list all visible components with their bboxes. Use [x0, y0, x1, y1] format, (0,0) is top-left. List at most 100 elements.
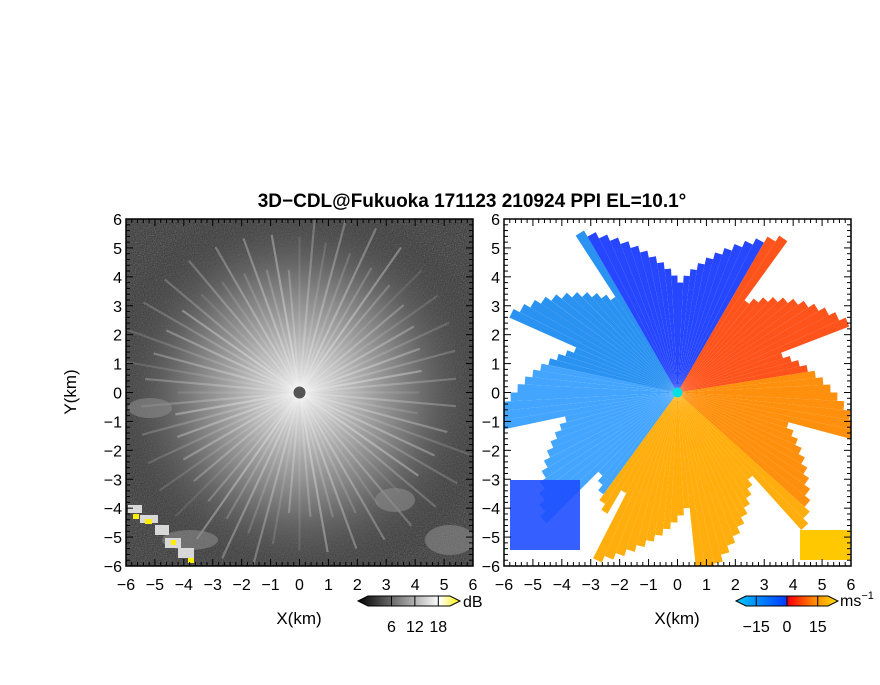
- velocity-wedge: [593, 392, 678, 563]
- velocity-panel: −6 −5 −4 −3 −2 −1 0 1 2 3 4 5 6 −6−5−4−3−2−10123456 …: [482, 212, 856, 628]
- snr-streak: [243, 273, 301, 393]
- velocity-wedge: [599, 392, 678, 505]
- snr-x-tick-label: −4: [175, 577, 193, 594]
- snr-streak: [298, 391, 437, 508]
- velocity-colorbar-tick-label: −15: [743, 619, 770, 636]
- velocity-y-tick-label: −5: [482, 530, 500, 547]
- snr-colorbar-tick-label: 6: [387, 619, 396, 636]
- snr-streak: [299, 377, 456, 394]
- snr-colorbar-bar: [356, 595, 462, 607]
- velocity-wedge: [677, 297, 788, 393]
- velocity-unit-base: ms: [840, 593, 861, 610]
- velocity-x-tick-label: −1: [639, 577, 657, 594]
- snr-x-tick-label: 6: [469, 577, 478, 594]
- velocity-y-tick-label: −3: [482, 472, 500, 489]
- velocity-wedge: [556, 353, 678, 393]
- snr-x-axis-label: X(km): [276, 609, 321, 628]
- snr-colorbar-tick-label: 18: [429, 619, 447, 636]
- velocity-x-tick-label: −3: [582, 577, 600, 594]
- velocity-wedge: [677, 392, 808, 475]
- velocity-wedge: [504, 392, 678, 411]
- snr-streak: [225, 391, 301, 520]
- snr-streak: [298, 294, 439, 394]
- velocity-colorbar: −15 0 15 ms−1: [734, 590, 874, 636]
- snr-streak: [126, 328, 300, 394]
- snr-streak: [298, 325, 415, 394]
- snr-streak: [158, 391, 301, 492]
- velocity-wedge: [677, 360, 800, 393]
- velocity-wedge: [677, 392, 741, 537]
- snr-streak: [153, 352, 300, 394]
- snr-streak: [298, 392, 334, 518]
- velocity-wedge: [504, 392, 678, 430]
- velocity-wedge: [554, 392, 678, 439]
- velocity-wedge: [519, 304, 678, 393]
- velocity-wedge: [582, 292, 678, 393]
- snr-streak: [141, 391, 300, 436]
- velocity-wedge: [677, 352, 784, 393]
- snr-streak: [298, 253, 352, 393]
- velocity-wedge: [540, 363, 678, 393]
- velocity-wedge: [677, 244, 743, 393]
- velocity-wedge: [677, 392, 794, 437]
- velocity-wedge: [677, 307, 829, 393]
- velocity-wedge: [677, 356, 792, 393]
- velocity-wedge: [677, 392, 845, 410]
- velocity-y-tick-label: −4: [482, 501, 500, 518]
- velocity-wedge: [677, 392, 838, 401]
- velocity-y-tick-label: −1: [482, 414, 500, 431]
- velocity-wedge: [677, 392, 802, 455]
- velocity-wedge: [543, 392, 678, 468]
- velocity-wedge: [677, 392, 753, 489]
- snr-x-tick-label: 3: [382, 577, 391, 594]
- snr-y-tick-label: −1: [104, 414, 122, 431]
- snr-x-tick-label: −1: [261, 577, 279, 594]
- velocity-radar-site: [672, 387, 683, 398]
- snr-x-tick-label: −2: [233, 577, 251, 594]
- velocity-wedge: [604, 392, 678, 560]
- velocity-x-tick-label: −2: [611, 577, 629, 594]
- velocity-wedge: [677, 392, 809, 530]
- velocity-wedge: [657, 262, 678, 393]
- snr-colorbar-tick-label: 12: [406, 619, 424, 636]
- snr-streak: [298, 304, 405, 394]
- velocity-wedge: [677, 317, 850, 393]
- snr-streak: [298, 391, 379, 506]
- velocity-wedge: [677, 392, 805, 464]
- velocity-wedge: [571, 292, 678, 393]
- velocity-unit-exponent: −1: [861, 590, 874, 602]
- velocity-wedge: [664, 268, 678, 393]
- snr-streak: [265, 269, 301, 393]
- snr-streak: [299, 391, 473, 457]
- velocity-wedge: [677, 392, 736, 546]
- velocity-wedge: [598, 392, 678, 476]
- snr-streak: [176, 391, 300, 438]
- snr-streak: [126, 360, 300, 394]
- snr-radial-streaks: [126, 219, 473, 566]
- snr-y-tick-label: 3: [113, 299, 122, 316]
- snr-streak: [298, 391, 400, 493]
- velocity-wedge: [677, 263, 705, 393]
- velocity-wedge: [532, 369, 678, 393]
- velocity-y-tick-label: 4: [491, 270, 500, 287]
- velocity-wedge: [630, 245, 678, 393]
- velocity-wedge: [539, 392, 678, 489]
- velocity-wedge: [677, 247, 732, 393]
- snr-streak: [298, 392, 312, 518]
- snr-streak: [299, 391, 456, 408]
- velocity-wedge: [677, 392, 752, 499]
- snr-y-tick-label: −5: [104, 530, 122, 547]
- velocity-y-tick-label: 1: [491, 357, 500, 374]
- snr-streak: [221, 281, 301, 394]
- velocity-wedge: [677, 384, 831, 393]
- velocity-y-tick-label: 6: [491, 212, 500, 229]
- snr-streak: [270, 234, 301, 393]
- snr-streak: [195, 391, 301, 540]
- snr-x-tick-label: 1: [324, 577, 333, 594]
- velocity-wedge: [677, 392, 730, 555]
- velocity-x-tick-label: 3: [760, 577, 769, 594]
- velocity-wedge: [561, 292, 678, 393]
- snr-streak: [299, 391, 418, 415]
- velocity-x-tick-label: 0: [673, 577, 682, 594]
